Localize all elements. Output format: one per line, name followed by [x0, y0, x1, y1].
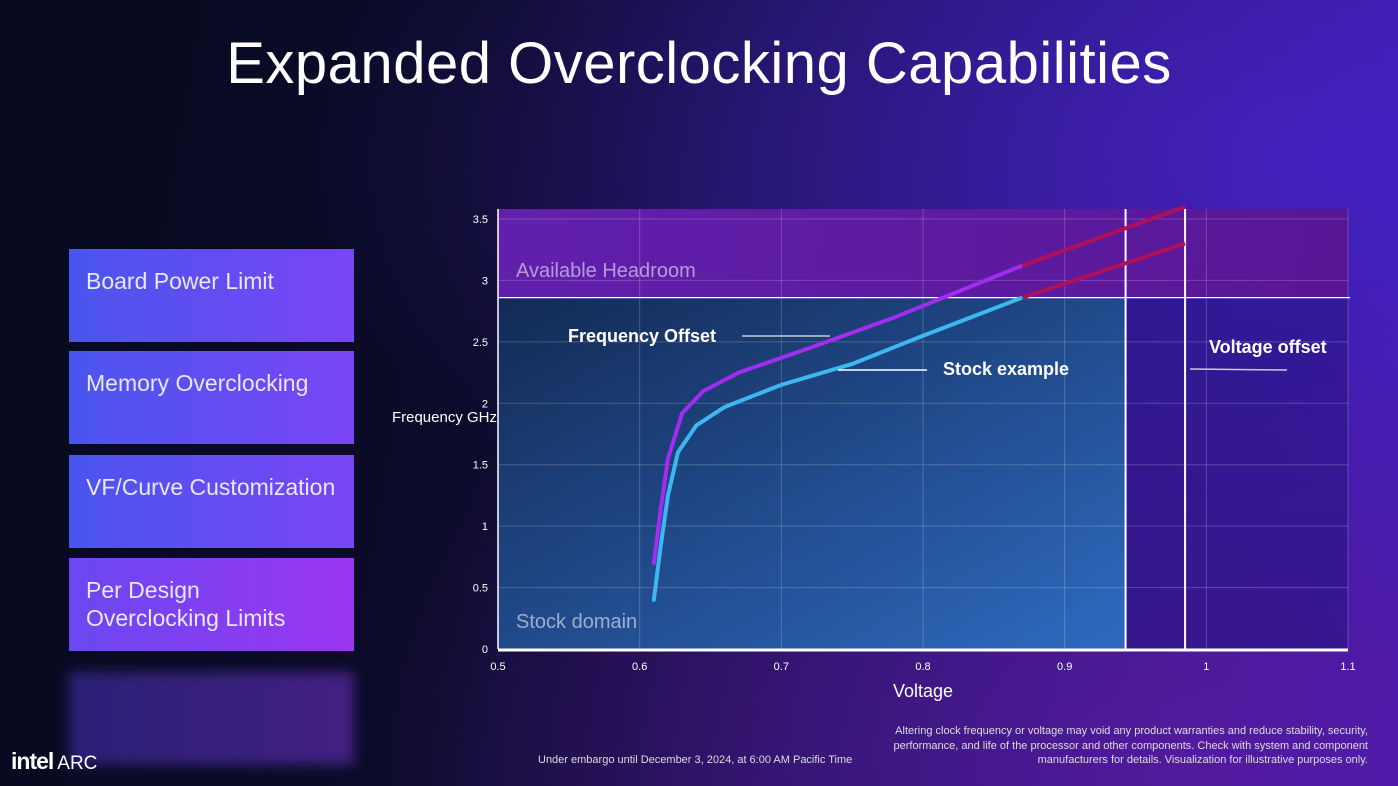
annotation-leader — [1189, 368, 1288, 371]
stock-domain-label: Stock domain — [516, 611, 637, 633]
feature-card-board-power: Board Power Limit — [69, 249, 354, 342]
x-tick-label: 0.8 — [915, 661, 930, 673]
y-tick-label: 0 — [482, 644, 488, 656]
series-extension — [1021, 204, 1186, 268]
x-tick-label: 0.5 — [490, 661, 505, 673]
y-tick-label: 3 — [482, 275, 488, 287]
x-tick-label: 0.9 — [1057, 661, 1072, 673]
y-tick-label: 0.5 — [473, 583, 488, 595]
feature-card-vf-curve: VF/Curve Customization — [69, 455, 354, 548]
y-axis-label: Frequency GHz — [392, 409, 497, 426]
x-tick-label: 1.1 — [1340, 661, 1355, 673]
headroom-label: Available Headroom — [516, 260, 696, 282]
embargo-note: Under embargo until December 3, 2024, at… — [538, 754, 853, 766]
series-stock-example — [651, 295, 1025, 602]
stock-domain-region — [498, 297, 1126, 649]
y-tick-label: 1.5 — [473, 460, 488, 472]
annotation-frequency-offset: Frequency Offset — [568, 326, 716, 346]
y-tick-label: 2 — [482, 398, 488, 410]
intel-arc-logo: intel ARC — [11, 748, 98, 774]
headroom-region — [498, 209, 1348, 298]
series-extension — [1021, 241, 1186, 300]
y-tick-label: 3.5 — [473, 214, 488, 226]
disclaimer: Altering clock frequency or voltage may … — [893, 725, 1368, 766]
feature-card-blurred — [69, 672, 354, 765]
series-frequency-offset — [651, 263, 1025, 565]
voltage-offset-region — [1125, 297, 1348, 649]
x-tick-label: 0.6 — [632, 661, 647, 673]
feature-card-per-design: Per Design Overclocking Limits — [69, 558, 354, 651]
x-tick-label: 0.7 — [774, 661, 789, 673]
y-tick-label: 1 — [482, 521, 488, 533]
feature-card-memory: Memory Overclocking — [69, 351, 354, 444]
y-tick-label: 2.5 — [473, 337, 488, 349]
annotation-voltage-offset: Voltage offset — [1209, 337, 1327, 357]
x-axis-label: Voltage — [893, 681, 953, 701]
x-tick-label: 1 — [1203, 661, 1209, 673]
annotation-stock-example: Stock example — [943, 359, 1069, 379]
page-title: Expanded Overclocking Capabilities — [226, 31, 1172, 96]
